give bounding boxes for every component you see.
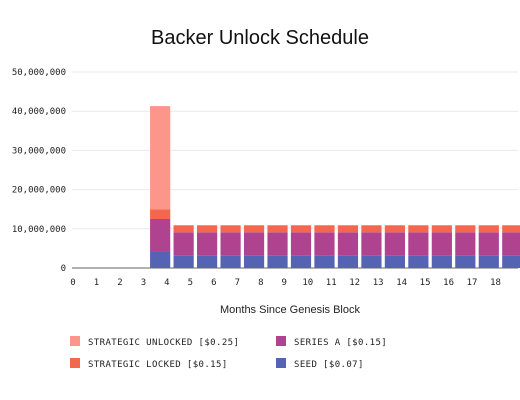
- x-axis-ticks: 0 1 2 3 4 5 6 7 8 9 10 11 12 13 14 15 16 17 18: [70, 278, 501, 288]
- x-tick-label: 8: [258, 278, 263, 288]
- legend-swatch: [70, 336, 80, 346]
- bar-segment: [267, 232, 288, 256]
- legend-swatch: [70, 358, 80, 368]
- bar-segment: [197, 225, 218, 233]
- bar-segment: [361, 232, 382, 256]
- legend-swatch: [276, 336, 286, 346]
- bar-segment: [337, 255, 359, 268]
- x-tick-label: 13: [373, 278, 384, 288]
- x-tick-label: 3: [141, 278, 146, 288]
- bar-segment: [173, 225, 194, 233]
- bar-segment: [478, 232, 499, 256]
- x-tick-label: 18: [490, 278, 501, 288]
- bar-segment: [290, 255, 312, 268]
- x-tick-label: 4: [164, 278, 169, 288]
- bar-segment: [502, 232, 520, 256]
- bar-segment: [502, 225, 520, 233]
- bar-segment: [478, 225, 499, 233]
- bar-segment: [337, 225, 359, 233]
- bar-stacks: [150, 106, 520, 268]
- grid-lines: [72, 71, 518, 230]
- x-tick-label: 0: [70, 278, 75, 288]
- x-tick-label: 10: [302, 278, 313, 288]
- bar-segment: [150, 219, 171, 252]
- bar-segment: [290, 225, 312, 233]
- legend-swatch: [276, 358, 286, 368]
- legend: STRATEGIC UNLOCKED [$0.25] SERIES A [$0.1…: [70, 336, 387, 370]
- legend-item: STRATEGIC UNLOCKED [$0.25]: [70, 336, 239, 348]
- x-tick-label: 16: [443, 278, 454, 288]
- bar-segment: [455, 225, 476, 233]
- bar-segment: [220, 255, 241, 268]
- legend-label: STRATEGIC LOCKED [$0.15]: [88, 360, 228, 370]
- y-axis-ticks: 0 10,000,000 20,000,000 30,000,000 40,000,00…: [12, 68, 66, 274]
- x-tick-label: 6: [211, 278, 216, 288]
- bar-segment: [431, 225, 452, 233]
- bar-segment: [361, 225, 382, 233]
- bar-segment: [361, 255, 382, 268]
- bar-segment: [220, 232, 241, 256]
- x-tick-label: 12: [349, 278, 360, 288]
- bar-segment: [455, 255, 476, 268]
- y-tick-label: 20,000,000: [12, 186, 66, 196]
- bar-segment: [173, 255, 194, 268]
- bar-segment: [384, 232, 405, 256]
- x-tick-label: 14: [396, 278, 407, 288]
- bar-segment: [150, 251, 171, 268]
- x-tick-label: 7: [235, 278, 240, 288]
- bar-segment: [150, 106, 171, 210]
- y-tick-label: 10,000,000: [12, 225, 66, 235]
- y-tick-label: 0: [61, 264, 66, 274]
- legend-item: SERIES A [$0.15]: [276, 336, 387, 348]
- legend-item: STRATEGIC LOCKED [$0.15]: [70, 358, 228, 370]
- y-tick-label: 30,000,000: [12, 146, 66, 156]
- bar-segment: [220, 225, 241, 233]
- bar-segment: [337, 232, 359, 256]
- bar-segment: [408, 232, 429, 256]
- bar-segment: [197, 232, 218, 256]
- chart-title: Backer Unlock Schedule: [151, 27, 369, 49]
- bar-segment: [314, 232, 335, 256]
- x-tick-label: 11: [326, 278, 337, 288]
- bar-segment: [408, 225, 429, 233]
- bar-segment: [243, 232, 265, 256]
- bar-segment: [431, 232, 452, 256]
- y-tick-label: 40,000,000: [12, 107, 66, 117]
- bar-segment: [290, 232, 312, 256]
- y-tick-label: 50,000,000: [12, 68, 66, 78]
- bar-segment: [408, 255, 429, 268]
- bar-segment: [455, 232, 476, 256]
- bar-segment: [431, 255, 452, 268]
- bar-segment: [267, 255, 288, 268]
- bar-segment: [314, 255, 335, 268]
- bar-segment: [197, 255, 218, 268]
- x-tick-label: 5: [188, 278, 193, 288]
- bar-segment: [173, 232, 194, 256]
- x-axis-label: Months Since Genesis Block: [220, 304, 361, 316]
- bar-segment: [478, 255, 499, 268]
- x-tick-label: 9: [282, 278, 287, 288]
- legend-item: SEED [$0.07]: [276, 358, 364, 370]
- bar-segment: [267, 225, 288, 233]
- x-tick-label: 17: [467, 278, 478, 288]
- bar-segment: [243, 255, 265, 268]
- bar-segment: [150, 209, 171, 219]
- bar-segment: [384, 225, 405, 233]
- bar-segment: [384, 255, 405, 268]
- bar-segment: [243, 225, 265, 233]
- bar-segment: [314, 225, 335, 233]
- x-tick-label: 1: [94, 278, 99, 288]
- bar-segment: [502, 255, 520, 268]
- x-tick-label: 2: [117, 278, 122, 288]
- x-tick-label: 15: [420, 278, 431, 288]
- legend-label: STRATEGIC UNLOCKED [$0.25]: [88, 338, 239, 348]
- legend-label: SEED [$0.07]: [294, 360, 364, 370]
- legend-label: SERIES A [$0.15]: [294, 338, 387, 348]
